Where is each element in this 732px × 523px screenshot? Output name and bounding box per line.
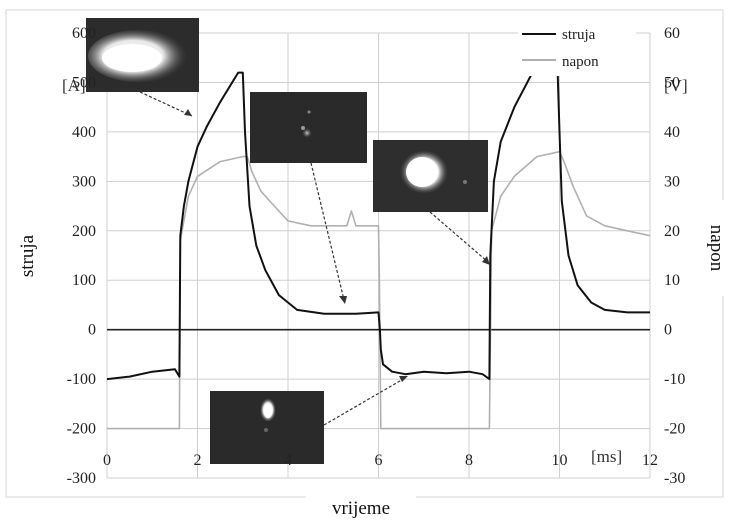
x-tick-label: 12 [642,452,658,469]
y-right-tick-label: 20 [664,223,680,240]
y-left-tick-label: 400 [72,124,96,141]
x-tick-label: 6 [375,452,383,469]
y-right-tick-label: 60 [664,25,680,42]
y-left-tick-label: 600 [72,25,96,42]
y-left-tick-label: 500 [72,74,96,91]
y-left-tick-label: -200 [67,421,96,438]
inset-photo-2 [250,92,367,304]
y-right-tick-label: -10 [664,371,685,388]
y-left-unit: [A] [62,76,86,95]
legend-label-struja: struja [562,27,596,43]
series-line-napon [107,150,651,430]
series-line-struja [106,54,650,381]
x-tick-label: 2 [194,452,202,469]
legend: struja napon [518,18,636,76]
legend-label-napon: napon [562,54,599,70]
y-right-title: napon [706,225,727,272]
y-right-tick-label: 0 [664,322,672,339]
y-left-tick-label: -100 [67,371,96,388]
y-left-title-box: struja [14,215,42,297]
x-title-box: vrijeme [306,494,416,520]
y-left-tick-label: -300 [67,470,96,487]
x-tick-label: 0 [103,452,111,469]
y-right-tick-label: 10 [664,272,680,289]
inset-photo-4 [210,376,408,464]
x-tick-label: 8 [465,452,473,469]
y-left-tick-label: 0 [88,322,96,339]
series-layer [106,54,651,430]
y-right-tick-label: -20 [664,421,685,438]
y-right-tick-label: 40 [664,124,680,141]
y-left-title: struja [17,234,38,277]
y-right-unit: [V] [664,76,688,95]
y-left-tick-label: 200 [72,223,96,240]
y-right-tick-label: 50 [664,74,680,91]
x-tick-label: 4 [284,452,292,469]
y-right-tick-label: -30 [664,470,685,487]
x-tick-label: 10 [552,452,568,469]
inset-photo-3 [373,140,490,265]
inset-photo-1 [86,18,199,117]
y-right-tick-label: 30 [664,173,680,190]
x-unit: [ms] [591,447,622,466]
x-title: vrijeme [332,498,390,519]
y-left-tick-label: 100 [72,272,96,289]
y-left-tick-label: 300 [72,173,96,190]
y-right-title-box: napon [705,200,731,296]
